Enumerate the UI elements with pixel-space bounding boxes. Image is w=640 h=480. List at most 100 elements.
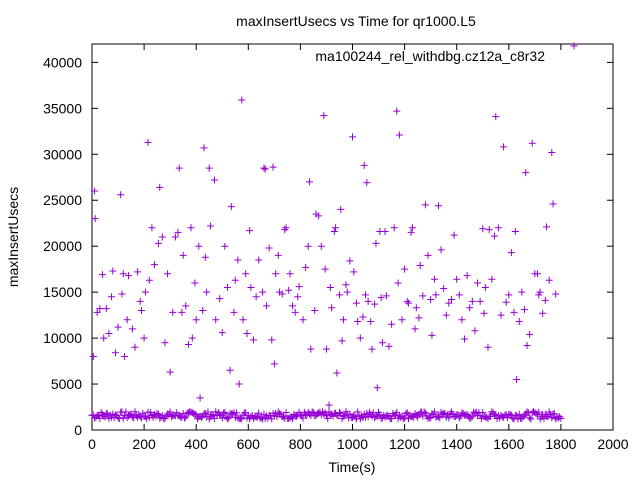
data-point [156, 183, 164, 191]
data-point [445, 299, 453, 307]
data-point [311, 307, 319, 315]
data-point [121, 352, 129, 360]
data-point [260, 164, 268, 172]
data-point [455, 291, 463, 299]
data-point [212, 316, 220, 324]
data-point [210, 176, 218, 184]
data-point [492, 113, 500, 121]
data-point [191, 279, 199, 287]
data-point [285, 286, 293, 294]
x-tick-label: 1200 [389, 436, 420, 452]
data-point [255, 409, 263, 417]
data-point [388, 320, 396, 328]
data-point [411, 325, 419, 333]
data-point [506, 410, 514, 418]
data-point [91, 215, 99, 223]
data-point [272, 270, 280, 278]
data-point [536, 288, 544, 296]
data-point [338, 337, 346, 345]
data-point [289, 302, 297, 310]
data-point [216, 295, 224, 303]
data-point [246, 227, 254, 235]
data-point [191, 410, 199, 418]
data-point [282, 408, 290, 416]
data-point [539, 309, 547, 317]
data-point [304, 242, 312, 250]
data-point [543, 412, 551, 420]
data-point [520, 306, 528, 314]
data-point [437, 246, 445, 254]
data-point [144, 138, 152, 146]
data-point [425, 413, 433, 421]
data-point [265, 244, 273, 252]
data-point [102, 305, 110, 313]
data-point [220, 409, 228, 417]
data-point [360, 161, 368, 169]
data-point [385, 342, 393, 350]
data-point [114, 323, 122, 331]
data-point [362, 291, 370, 299]
data-point [294, 293, 302, 301]
data-point [431, 275, 439, 283]
data-point [420, 408, 428, 416]
data-point [195, 242, 203, 250]
data-point [490, 232, 498, 240]
x-tick-label: 200 [132, 436, 156, 452]
y-tick-label: 25000 [43, 192, 82, 208]
data-point [307, 345, 315, 353]
data-point [158, 233, 166, 241]
data-point [533, 270, 541, 278]
data-point [463, 410, 471, 418]
data-point [154, 239, 162, 247]
data-point [171, 233, 179, 241]
data-point [108, 293, 116, 301]
data-point [117, 191, 125, 199]
data-point [100, 334, 108, 342]
data-point [93, 308, 101, 316]
data-point [526, 330, 534, 338]
data-point [350, 268, 358, 276]
data-point [408, 224, 416, 232]
data-point [317, 242, 325, 250]
data-point [238, 415, 246, 423]
data-point [356, 334, 364, 342]
data-point [89, 352, 97, 360]
data-point [174, 228, 182, 236]
data-point [511, 227, 519, 235]
data-point [342, 281, 350, 289]
data-point [395, 131, 403, 139]
x-tick-label: 1600 [493, 436, 524, 452]
x-tick-label: 600 [237, 436, 261, 452]
data-point [479, 225, 487, 233]
data-point [243, 330, 251, 337]
data-point [128, 325, 136, 333]
data-point [111, 349, 119, 357]
data-point [367, 318, 375, 326]
data-point [401, 265, 409, 273]
y-axis-label: maxInsertUsecs [5, 187, 21, 287]
x-tick-label: 0 [88, 436, 96, 452]
data-point [199, 307, 207, 315]
data-point [481, 284, 489, 292]
axis-ticks [91, 44, 614, 431]
data-point [325, 401, 333, 409]
data-point [91, 187, 99, 195]
data-point [363, 179, 371, 187]
data-point [218, 414, 226, 422]
data-point [528, 139, 536, 147]
data-point [321, 265, 329, 273]
data-point [412, 304, 420, 312]
data-point [192, 316, 200, 324]
data-point [145, 276, 153, 284]
data-point [204, 408, 212, 416]
data-point [466, 304, 474, 312]
data-point [500, 143, 508, 151]
data-point [238, 96, 246, 104]
legend-label: ma100244_rel_withdbg.cz12a_c8r32 [315, 48, 545, 64]
data-point [424, 251, 432, 259]
data-point [541, 296, 549, 304]
data-point [131, 343, 139, 351]
data-point [306, 178, 314, 186]
data-point [286, 270, 294, 278]
data-point [221, 408, 229, 416]
